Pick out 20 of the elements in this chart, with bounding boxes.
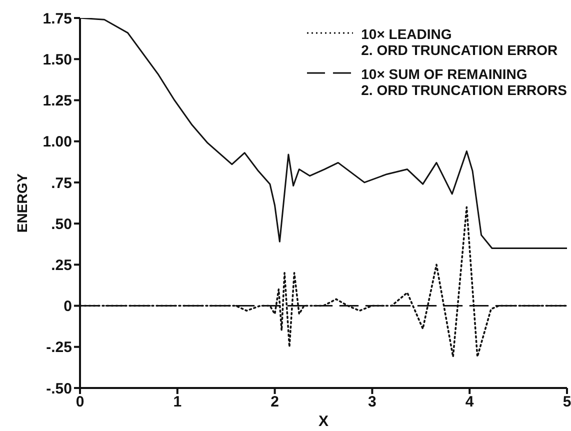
legend-label: 10× SUM OF REMAINING 2. ORD TRUNCATION ERRORS bbox=[361, 66, 567, 98]
y-tick-label: 1.25 bbox=[42, 92, 72, 110]
legend-label: 10× LEADING 2. ORD TRUNCATION ERROR bbox=[361, 26, 558, 58]
x-tick-label: 5 bbox=[562, 394, 571, 411]
y-tick-label: .25 bbox=[51, 256, 72, 274]
y-tick-label: -.50 bbox=[46, 380, 72, 398]
x-tick-label: 2 bbox=[270, 394, 279, 411]
x-tick-label: 4 bbox=[465, 394, 474, 411]
x-tick-label: 3 bbox=[368, 394, 376, 411]
x-tick-label: 0 bbox=[76, 394, 84, 411]
y-tick-label: .75 bbox=[51, 174, 72, 192]
x-axis-title: X bbox=[318, 413, 329, 430]
x-tick-label: 1 bbox=[173, 394, 182, 411]
y-tick-label: 0 bbox=[64, 298, 72, 316]
y-tick-label: 1.00 bbox=[42, 134, 72, 151]
y-tick-label: -.25 bbox=[46, 339, 72, 356]
y-axis-title: ENERGY bbox=[14, 172, 30, 233]
y-tick-label: 1.50 bbox=[42, 51, 72, 68]
y-tick-label: .50 bbox=[51, 216, 72, 233]
y-tick-label: 1.75 bbox=[42, 10, 72, 28]
